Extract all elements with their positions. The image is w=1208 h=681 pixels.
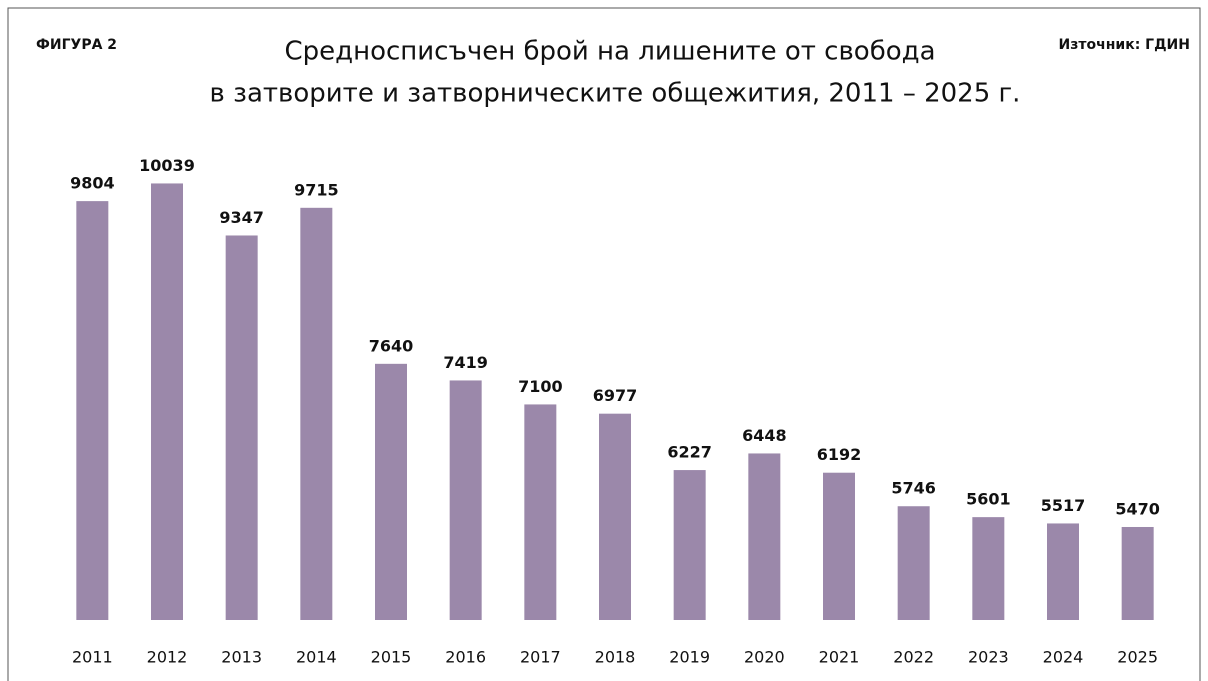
bar <box>972 517 1005 620</box>
bar <box>524 404 557 620</box>
data-label: 5517 <box>1041 496 1086 515</box>
x-tick-label: 2011 <box>72 648 113 667</box>
bar <box>1047 523 1079 620</box>
bar <box>1121 526 1154 620</box>
bar <box>151 183 183 621</box>
bar <box>225 235 258 620</box>
x-tick-label: 2016 <box>445 648 486 667</box>
data-label: 5746 <box>891 479 936 498</box>
chart-title: Средносписъчен брой на лишените от свобо… <box>284 37 935 67</box>
x-tick-label: 2020 <box>744 648 785 667</box>
x-tick-label: 2017 <box>520 648 561 667</box>
data-label: 7419 <box>443 353 488 372</box>
bar <box>599 413 631 620</box>
x-tick-label: 2021 <box>819 648 860 667</box>
x-tick-label: 2019 <box>669 648 710 667</box>
x-tick-label: 2022 <box>893 648 934 667</box>
bar <box>897 506 930 620</box>
data-label: 6448 <box>742 426 787 445</box>
bar <box>300 207 333 620</box>
bar <box>823 472 855 620</box>
data-label: 9804 <box>70 174 115 193</box>
bar <box>673 470 706 620</box>
bar <box>375 363 407 620</box>
source: Източник: ГДИН <box>1059 37 1190 53</box>
data-label: 6977 <box>593 386 638 405</box>
x-tick-label: 2014 <box>296 648 337 667</box>
bar <box>748 453 781 620</box>
bar <box>76 201 109 620</box>
x-tick-label: 2023 <box>968 648 1009 667</box>
data-label: 5470 <box>1115 499 1160 518</box>
figure-label: ФИГУРА 2 <box>36 37 117 53</box>
x-tick-label: 2013 <box>221 648 262 667</box>
data-label: 7640 <box>369 336 414 355</box>
chart-title: в затворите и затворническите общежития,… <box>210 79 1021 109</box>
frame <box>7 7 1201 681</box>
data-label: 6192 <box>817 445 862 464</box>
x-tick-label: 2018 <box>595 648 636 667</box>
data-label: 6227 <box>667 443 712 462</box>
x-tick-label: 2025 <box>1117 648 1158 667</box>
x-tick-label: 2024 <box>1043 648 1084 667</box>
data-label: 10039 <box>139 156 195 175</box>
data-label: 9347 <box>219 208 264 227</box>
x-tick-label: 2012 <box>147 648 188 667</box>
data-label: 9715 <box>294 180 339 199</box>
data-label: 7100 <box>518 377 563 396</box>
data-label: 5601 <box>966 490 1011 509</box>
bar <box>449 380 482 620</box>
x-tick-label: 2015 <box>371 648 412 667</box>
